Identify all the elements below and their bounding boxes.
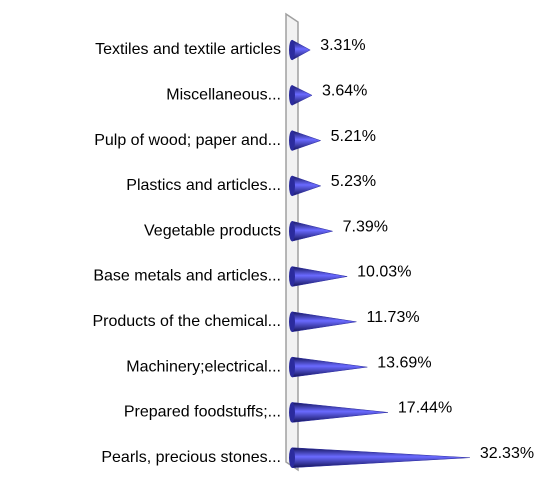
axis-wall <box>285 12 299 472</box>
bar-base <box>289 175 295 196</box>
bar <box>291 447 470 468</box>
data-label: 5.23% <box>331 173 376 190</box>
bar <box>291 311 357 333</box>
bar <box>291 175 322 197</box>
data-label: 11.73% <box>367 309 420 326</box>
category-label: Machinery;electrical... <box>126 358 281 375</box>
bar-base <box>289 266 295 287</box>
category-label: Vegetable products <box>144 222 281 239</box>
data-label: 3.64% <box>322 83 367 100</box>
data-label: 5.21% <box>331 128 376 145</box>
data-label: 13.69% <box>377 354 431 371</box>
category-label: Products of the chemical... <box>92 313 281 330</box>
bar-base <box>289 85 295 106</box>
data-label: 7.39% <box>343 218 388 235</box>
bar <box>291 356 368 378</box>
data-label: 32.33% <box>480 445 534 462</box>
data-label: 17.44% <box>398 400 452 417</box>
bar-base <box>289 311 295 332</box>
category-label: Base metals and articles... <box>93 268 281 285</box>
data-label: 3.31% <box>320 37 365 54</box>
category-label: Pulp of wood; paper and... <box>94 132 281 149</box>
category-label: Textiles and textile articles <box>95 41 281 58</box>
category-label: Plastics and articles... <box>126 177 281 194</box>
bar-base <box>289 40 295 60</box>
bar-base <box>289 447 295 468</box>
category-label: Miscellaneous... <box>166 87 281 104</box>
bar-base <box>289 130 295 151</box>
bar-base <box>289 402 295 423</box>
bar <box>291 84 313 106</box>
data-label: 10.03% <box>357 264 411 281</box>
plot-area: Textiles and textile articles 3.31% Miscel… <box>92 37 534 468</box>
bar-base <box>289 357 295 378</box>
bar <box>291 402 388 423</box>
category-label: Pearls, precious stones... <box>101 449 281 466</box>
category-label: Prepared foodstuffs;... <box>124 404 281 421</box>
bar <box>291 130 322 151</box>
bar-base <box>289 221 295 242</box>
bar <box>291 266 348 287</box>
bar <box>291 220 333 242</box>
